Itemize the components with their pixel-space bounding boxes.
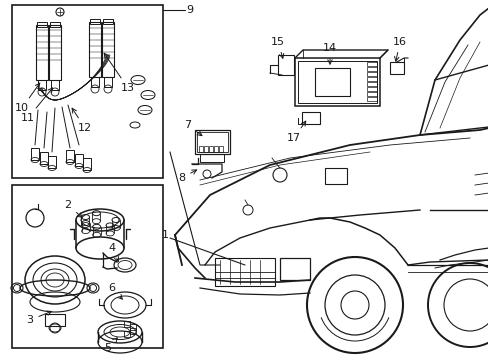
Text: 15: 15 [270,37,285,58]
Text: 8: 8 [178,170,196,183]
Bar [366,92,376,96]
Bar [366,77,376,81]
Bar [208,146,213,152]
Text: 1: 1 [161,230,168,240]
Bar [89,22,101,77]
Bar [215,258,274,286]
Text: 16: 16 [392,37,406,61]
Bar [197,132,227,152]
Bar [36,25,48,80]
Bar [38,80,46,90]
Text: 14: 14 [322,43,336,64]
Bar [366,62,376,66]
Bar [314,68,349,96]
Text: 9: 9 [186,5,193,15]
Bar [37,22,47,27]
Text: 5: 5 [104,338,117,353]
Bar [83,158,91,170]
Bar [366,97,376,101]
Bar [280,258,309,280]
Text: 3: 3 [26,311,51,325]
Text: 13: 13 [104,53,135,93]
Text: 6: 6 [108,283,122,299]
Bar [203,146,207,152]
Bar [51,80,59,90]
Bar [40,152,48,164]
Bar [104,77,112,87]
Text: 4: 4 [108,243,118,261]
Bar [200,154,224,162]
Bar [12,185,163,348]
Bar [103,19,113,24]
Bar [199,146,203,152]
Bar [75,154,83,166]
Bar [389,62,403,74]
Text: 10: 10 [15,83,40,113]
Text: 7: 7 [184,120,202,136]
Bar [195,130,229,154]
Bar [366,82,376,86]
Bar [297,61,376,103]
Bar [49,25,61,80]
Bar [50,22,60,27]
Bar [48,156,56,168]
Bar [90,19,100,24]
Bar [366,87,376,91]
Bar [278,55,293,75]
Bar [31,148,39,160]
Text: 12: 12 [72,108,92,133]
Bar [214,146,218,152]
Bar [12,5,163,178]
Bar [294,58,379,106]
Bar [219,146,223,152]
Bar [124,331,130,337]
Text: 2: 2 [64,200,82,217]
Bar [45,314,65,326]
Bar [130,328,136,334]
Bar [325,168,346,184]
Bar [366,67,376,71]
Bar [91,77,99,87]
Bar [366,72,376,76]
Bar [130,324,136,330]
Bar [302,112,319,124]
Bar [66,150,74,162]
Text: 11: 11 [21,88,52,123]
Text: 17: 17 [286,121,305,143]
Bar [124,321,130,327]
Bar [215,272,274,278]
Bar [102,22,114,77]
